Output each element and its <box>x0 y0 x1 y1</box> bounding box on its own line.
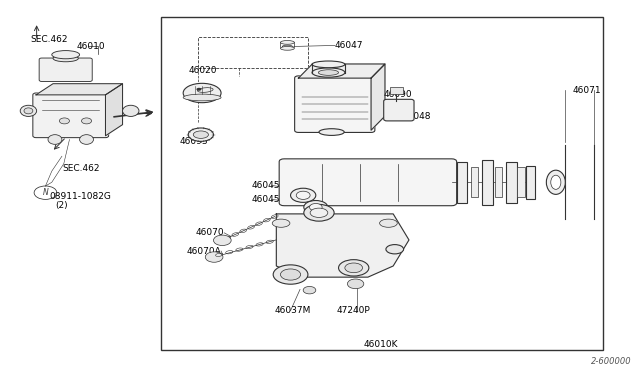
Ellipse shape <box>183 83 221 103</box>
FancyBboxPatch shape <box>39 58 92 81</box>
Ellipse shape <box>296 191 310 199</box>
Text: 46048: 46048 <box>403 112 431 121</box>
Ellipse shape <box>304 201 328 214</box>
Circle shape <box>303 286 316 294</box>
Circle shape <box>214 235 231 246</box>
Text: 46020: 46020 <box>188 66 217 75</box>
Text: N: N <box>43 188 49 197</box>
Ellipse shape <box>280 269 301 280</box>
Text: (2): (2) <box>56 201 68 210</box>
Ellipse shape <box>345 263 362 273</box>
Bar <box>506 162 517 203</box>
Ellipse shape <box>122 105 139 116</box>
Text: 46090: 46090 <box>384 90 413 99</box>
Circle shape <box>60 118 70 124</box>
Ellipse shape <box>272 219 290 227</box>
Ellipse shape <box>310 208 328 217</box>
Circle shape <box>81 118 92 124</box>
Bar <box>198 37 308 68</box>
Polygon shape <box>371 64 385 130</box>
Ellipse shape <box>53 55 78 62</box>
Ellipse shape <box>318 70 339 75</box>
Ellipse shape <box>20 105 36 116</box>
Circle shape <box>196 88 202 91</box>
Ellipse shape <box>312 61 345 68</box>
Ellipse shape <box>386 245 404 254</box>
Bar <box>470 167 478 197</box>
Polygon shape <box>276 214 409 277</box>
Circle shape <box>348 279 364 289</box>
Ellipse shape <box>48 135 62 144</box>
Ellipse shape <box>304 204 334 221</box>
Bar <box>517 167 525 197</box>
FancyBboxPatch shape <box>279 159 457 206</box>
Text: SEC.462: SEC.462 <box>62 164 99 173</box>
Bar <box>390 87 403 94</box>
Polygon shape <box>36 84 122 95</box>
Bar <box>457 162 467 203</box>
Text: 46093: 46093 <box>180 137 209 146</box>
Ellipse shape <box>282 45 292 48</box>
Text: 46045: 46045 <box>252 181 280 190</box>
Ellipse shape <box>547 170 565 195</box>
Ellipse shape <box>273 265 308 284</box>
Text: 46010K: 46010K <box>364 340 398 349</box>
FancyBboxPatch shape <box>384 99 414 121</box>
Text: 08911-1082G: 08911-1082G <box>49 192 111 201</box>
Ellipse shape <box>380 219 397 227</box>
Text: 46045: 46045 <box>252 195 280 204</box>
Ellipse shape <box>52 51 79 59</box>
Ellipse shape <box>312 68 345 77</box>
Circle shape <box>205 252 223 262</box>
Bar <box>482 160 493 205</box>
Ellipse shape <box>339 260 369 276</box>
Ellipse shape <box>280 41 294 44</box>
Polygon shape <box>106 84 122 136</box>
Text: 46071: 46071 <box>573 86 602 94</box>
Text: 2-600000: 2-600000 <box>591 357 631 366</box>
Text: 46037M: 46037M <box>275 306 311 315</box>
Ellipse shape <box>291 188 316 202</box>
Ellipse shape <box>310 203 322 211</box>
Text: 46010: 46010 <box>77 42 106 51</box>
Text: 46070A: 46070A <box>187 247 221 256</box>
Ellipse shape <box>79 135 93 144</box>
Polygon shape <box>298 64 385 78</box>
Bar <box>495 167 502 197</box>
Ellipse shape <box>551 175 561 189</box>
Text: SEC.462: SEC.462 <box>30 35 68 44</box>
Bar <box>161 17 603 350</box>
Text: 46047: 46047 <box>335 41 364 50</box>
Ellipse shape <box>188 128 214 141</box>
Text: 47240P: 47240P <box>337 306 371 315</box>
Ellipse shape <box>183 94 221 101</box>
FancyBboxPatch shape <box>294 76 375 132</box>
Ellipse shape <box>280 46 294 50</box>
Bar <box>526 166 535 199</box>
Ellipse shape <box>24 108 33 114</box>
FancyBboxPatch shape <box>33 93 109 138</box>
Text: 46070: 46070 <box>196 228 225 237</box>
Ellipse shape <box>193 131 209 138</box>
Ellipse shape <box>319 129 344 135</box>
